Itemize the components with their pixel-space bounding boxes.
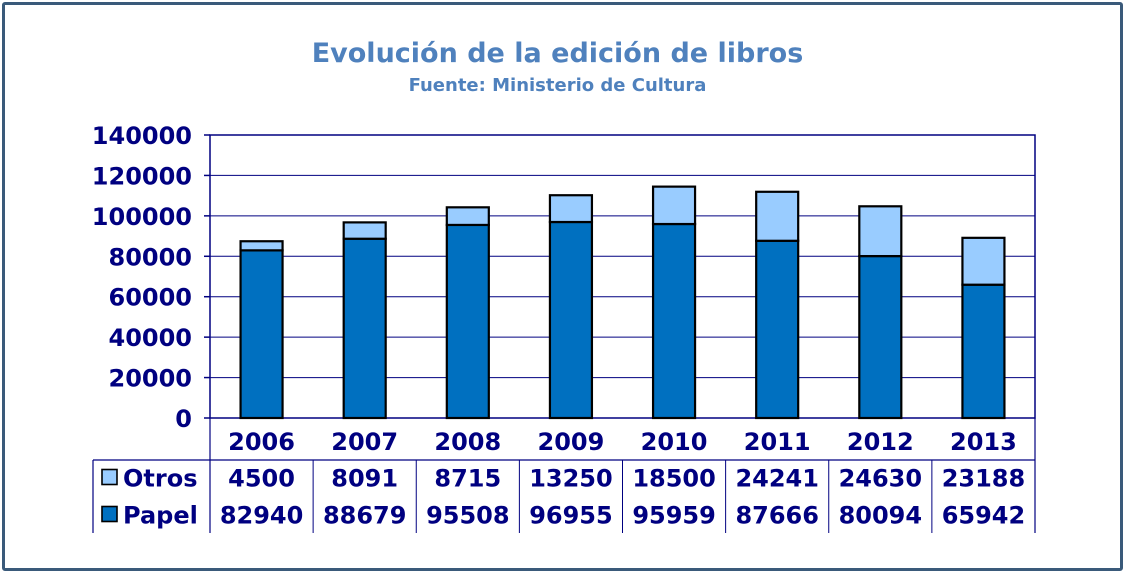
table-cell: 24630 [839,465,923,493]
table-cell: 8715 [434,465,501,493]
table-cell: 80094 [839,502,923,530]
table-cell: 87666 [735,502,819,530]
bar-papel [239,249,284,420]
bar-papel [651,222,697,420]
y-tick-label: 120000 [92,162,192,190]
table-cell: 23188 [942,465,1026,493]
bar-otros [548,194,594,224]
plot-area [209,134,1036,419]
table-cell: 18500 [632,465,716,493]
bar-otros [858,205,903,258]
x-tick-label: 2013 [950,428,1017,456]
bar-papel [342,237,387,420]
table-cell: 88679 [323,502,407,530]
y-tick-label: 140000 [92,122,192,150]
x-tick-label: 2010 [641,428,708,456]
bar-otros [651,185,697,226]
y-tick-label: 0 [175,405,192,433]
x-tick-label: 2006 [228,428,295,456]
x-tick-label: 2008 [434,428,501,456]
legend-label: Papel [123,502,198,530]
x-tick-label: 2011 [744,428,811,456]
bar-papel [548,220,594,420]
table-cell: 65942 [942,502,1026,530]
table-cell: 8091 [331,465,398,493]
x-tick-label: 2007 [331,428,398,456]
bar-papel [445,223,490,420]
table-cell: 4500 [228,465,295,493]
chart-title: Evolución de la edición de libros [311,38,804,69]
bar-otros [961,236,1006,286]
legend-label: Otros [123,465,197,493]
bar-otros [445,206,490,227]
table-cell: 96955 [529,502,613,530]
bar-otros [755,190,800,242]
table-cell: 95508 [426,502,510,530]
chart-svg: 0 20000 40000 60000 80000 100000 120000 140000 2… [92,122,1036,533]
bar-papel [961,283,1006,420]
legend-swatch [101,468,118,486]
y-tick-label: 60000 [109,284,193,312]
table-cell: 95959 [632,502,716,530]
x-tick-label: 2009 [538,428,605,456]
bar-papel [755,239,800,420]
legend-swatch [101,505,118,523]
y-tick-label: 20000 [109,365,193,393]
table-cell: 13250 [529,465,613,493]
bar-otros [239,240,284,252]
bar-otros [342,221,387,240]
y-tick-label: 40000 [109,324,193,352]
table-cell: 24241 [735,465,819,493]
chart-subtitle: Fuente: Ministerio de Cultura [408,75,707,96]
table-cell: 82940 [220,502,304,530]
y-tick-label: 80000 [109,243,193,271]
y-tick-label: 100000 [92,203,192,231]
bar-papel [858,254,903,420]
x-tick-label: 2012 [847,428,914,456]
